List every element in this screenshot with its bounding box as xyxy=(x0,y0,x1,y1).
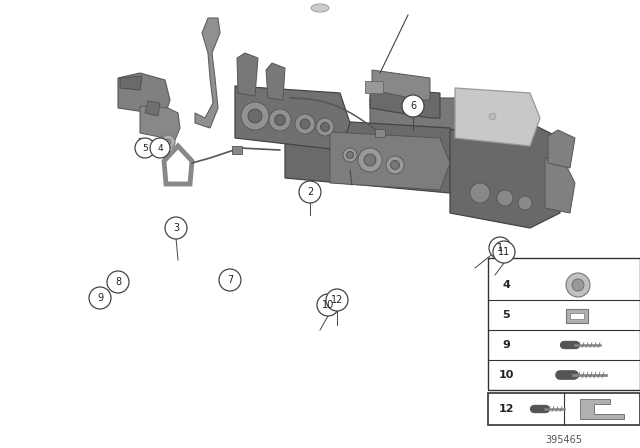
Text: 10: 10 xyxy=(322,300,334,310)
Circle shape xyxy=(326,289,348,311)
Circle shape xyxy=(295,114,315,134)
Text: 3: 3 xyxy=(173,223,179,233)
Polygon shape xyxy=(372,70,430,100)
Text: 4: 4 xyxy=(157,143,163,152)
Text: 9: 9 xyxy=(502,340,510,350)
Circle shape xyxy=(219,269,241,291)
Polygon shape xyxy=(455,88,540,146)
Polygon shape xyxy=(370,98,480,138)
Text: 6: 6 xyxy=(410,101,416,111)
Bar xyxy=(232,146,242,154)
Circle shape xyxy=(566,273,590,297)
Polygon shape xyxy=(545,158,575,213)
Bar xyxy=(566,309,588,323)
Circle shape xyxy=(248,109,262,123)
Circle shape xyxy=(135,138,155,158)
Bar xyxy=(365,81,383,93)
Polygon shape xyxy=(237,53,258,96)
Circle shape xyxy=(165,139,171,145)
Ellipse shape xyxy=(311,4,329,12)
Circle shape xyxy=(343,148,357,162)
Circle shape xyxy=(390,160,399,169)
Circle shape xyxy=(572,279,584,291)
Bar xyxy=(138,138,153,148)
Circle shape xyxy=(275,115,285,125)
Polygon shape xyxy=(235,86,350,150)
Text: 1: 1 xyxy=(497,243,503,253)
Circle shape xyxy=(316,118,334,136)
Text: 2: 2 xyxy=(307,187,313,197)
Circle shape xyxy=(150,138,170,158)
Text: 4: 4 xyxy=(502,280,510,290)
Text: 8: 8 xyxy=(115,277,121,287)
Polygon shape xyxy=(195,18,220,128)
Polygon shape xyxy=(450,123,560,228)
Polygon shape xyxy=(330,132,450,190)
Text: 9: 9 xyxy=(97,293,103,303)
Text: 5: 5 xyxy=(502,310,510,320)
Text: 12: 12 xyxy=(499,404,514,414)
Text: 11: 11 xyxy=(498,247,510,257)
Circle shape xyxy=(402,95,424,117)
Bar xyxy=(488,258,640,390)
Text: 395465: 395465 xyxy=(545,435,582,445)
Circle shape xyxy=(165,217,187,239)
Circle shape xyxy=(299,181,321,203)
Circle shape xyxy=(497,190,513,206)
Text: 5: 5 xyxy=(142,143,148,152)
Polygon shape xyxy=(140,106,180,140)
Polygon shape xyxy=(580,399,624,419)
Circle shape xyxy=(89,287,111,309)
Circle shape xyxy=(317,294,339,316)
Bar xyxy=(570,313,584,319)
Polygon shape xyxy=(0,0,24,228)
Polygon shape xyxy=(285,118,465,193)
Circle shape xyxy=(107,271,129,293)
Bar xyxy=(488,393,640,425)
Polygon shape xyxy=(548,130,575,168)
Polygon shape xyxy=(266,63,285,100)
Text: 7: 7 xyxy=(227,275,233,285)
Polygon shape xyxy=(370,88,440,118)
Circle shape xyxy=(241,102,269,130)
Circle shape xyxy=(489,237,511,259)
Circle shape xyxy=(364,154,376,166)
Bar xyxy=(375,129,385,137)
Text: 12: 12 xyxy=(331,295,343,305)
Polygon shape xyxy=(118,73,170,115)
Text: 10: 10 xyxy=(499,370,514,380)
Polygon shape xyxy=(145,101,160,116)
Circle shape xyxy=(321,122,330,132)
Circle shape xyxy=(161,135,175,149)
Circle shape xyxy=(346,151,353,159)
Circle shape xyxy=(493,241,515,263)
Polygon shape xyxy=(120,76,142,90)
Circle shape xyxy=(470,183,490,203)
Circle shape xyxy=(358,148,382,172)
Circle shape xyxy=(518,196,532,210)
Circle shape xyxy=(386,156,404,174)
Circle shape xyxy=(269,109,291,131)
Circle shape xyxy=(300,119,310,129)
